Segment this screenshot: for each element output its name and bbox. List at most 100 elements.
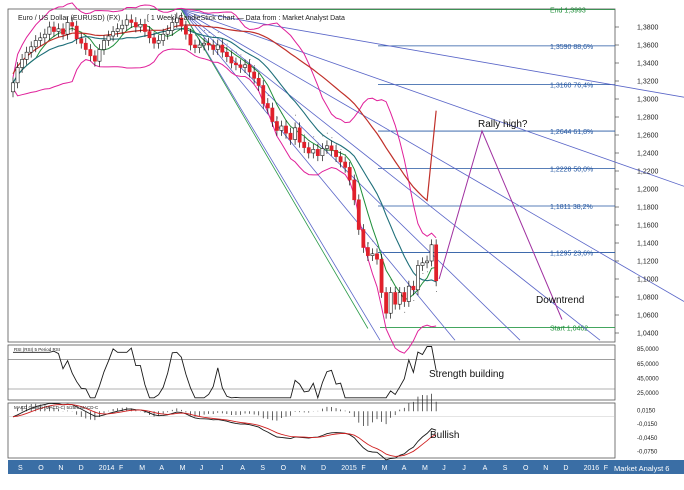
price-axis-label: 1,2200	[637, 169, 659, 176]
short-moving-average-line	[12, 24, 437, 300]
macd-axis-label: 0,0150	[637, 408, 656, 414]
medium-moving-average-line	[12, 28, 437, 283]
candle-body	[197, 44, 202, 49]
candle-body	[115, 28, 120, 32]
candle-body	[379, 258, 384, 293]
candle-body	[261, 85, 266, 104]
candle-body	[61, 28, 65, 35]
candle-body	[111, 31, 116, 37]
time-axis-label: D	[321, 465, 326, 472]
rsi-axis-label: 85,0000	[637, 347, 659, 353]
candle-body	[38, 37, 43, 41]
candle-body	[234, 62, 238, 66]
macd-line	[12, 402, 437, 461]
rsi-panel-title: RSI (RSI) 5 Period RSI	[14, 347, 60, 352]
time-axis-label: J	[462, 465, 466, 472]
candle-body	[270, 107, 275, 122]
candle-body	[397, 292, 402, 305]
candle-body	[184, 25, 188, 35]
macd-panel	[7, 402, 616, 459]
candle-body	[352, 179, 357, 201]
macd-layer: 0,0150 -0,0150 -0,0450 -0,0750	[8, 393, 658, 461]
candle-body	[120, 24, 125, 30]
projection-path	[438, 129, 563, 320]
candle-body	[284, 125, 288, 134]
fibonacci-level-label: 1,2644 61,8%	[550, 129, 593, 136]
candle-body	[434, 244, 439, 282]
price-panel	[7, 8, 616, 343]
price-axis-label: 1,2600	[637, 133, 659, 140]
fan-line	[181, 9, 684, 187]
candle-body	[256, 78, 261, 86]
fibonacci-level-label: 1,3590 88,6%	[550, 44, 593, 51]
candle-body	[416, 265, 420, 291]
candle-body	[297, 127, 302, 143]
macd-axis-label: -0,0450	[637, 436, 658, 442]
candle-body	[347, 167, 352, 181]
price-axis-label: 1,2400	[637, 151, 659, 158]
time-axis-label: J	[200, 465, 204, 472]
time-axis-label: 2016	[584, 465, 600, 472]
price-axis-label: 1,3200	[637, 79, 659, 86]
candle-body	[97, 49, 102, 62]
bollinger-lower-line	[12, 48, 437, 354]
time-axis-label: O	[281, 465, 287, 472]
candle-body	[343, 161, 348, 168]
candle-body	[320, 148, 325, 156]
candle-body	[265, 103, 270, 109]
time-axis-label: N	[301, 465, 306, 472]
candle-body	[143, 23, 147, 32]
candle-body	[179, 17, 184, 27]
candle-body	[33, 40, 38, 48]
candle-body	[133, 22, 138, 28]
candle-body	[315, 149, 320, 156]
candle-body	[65, 22, 70, 35]
candle-body	[365, 247, 370, 256]
chart-title: Euro / US Dollar (EURUSD) (FX)	[18, 15, 120, 22]
time-axis-label: F	[604, 465, 608, 472]
price-axis-label: 1,3000	[637, 97, 659, 104]
rally-high-annotation: Rally high?	[478, 119, 528, 130]
candle-body	[238, 64, 243, 68]
candlestick-layer	[11, 12, 439, 319]
candle-body	[425, 260, 429, 264]
lower-trend-line	[181, 9, 369, 329]
candle-body	[129, 19, 134, 23]
candle-body	[47, 26, 52, 35]
time-axis-label: F	[361, 465, 365, 472]
fan-line	[181, 9, 381, 341]
candle-body	[288, 132, 293, 140]
time-axis-label: A	[402, 465, 407, 472]
candle-body	[375, 253, 379, 260]
strength-building-annotation: Strength building	[429, 369, 504, 380]
price-axis-label: 1,1400	[637, 241, 659, 248]
candle-body	[384, 292, 389, 314]
candle-body	[302, 141, 307, 148]
candle-body	[152, 37, 156, 44]
candle-body	[411, 285, 416, 291]
candle-body	[361, 229, 366, 248]
candle-body	[311, 149, 316, 154]
time-axis-label: J	[220, 465, 224, 472]
candle-body	[202, 42, 207, 46]
watermark: Market Analyst 6	[614, 464, 669, 473]
time-axis-label: A	[240, 465, 245, 472]
candle-body	[274, 121, 279, 131]
candle-body	[79, 38, 84, 44]
time-axis-label: N	[58, 465, 63, 472]
candle-body	[83, 42, 88, 50]
long-moving-average-line	[12, 24, 437, 202]
fan-line	[181, 9, 684, 302]
time-axis-label: F	[119, 465, 123, 472]
candle-body	[161, 33, 166, 41]
fibonacci-level-label: End 1,3993	[550, 8, 586, 15]
bollinger-upper-line	[12, 2, 437, 239]
candle-body	[406, 285, 411, 302]
macd-axis-label: -0,0750	[637, 450, 658, 456]
candle-body	[29, 46, 34, 53]
candle-body	[124, 19, 129, 26]
time-axis-label: J	[442, 465, 446, 472]
projection-layer	[438, 129, 563, 320]
candle-body	[306, 147, 311, 154]
